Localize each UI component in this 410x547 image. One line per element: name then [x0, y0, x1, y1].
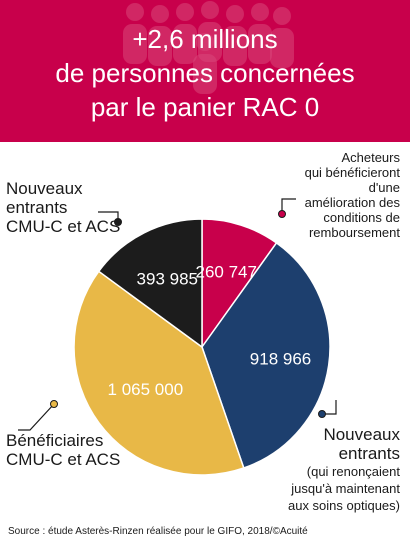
label-nouveaux-entrants-line: entrants [338, 444, 400, 463]
label-nouveaux-entrants-line: Nouveaux [323, 425, 400, 444]
leader-dot [114, 218, 122, 226]
label-nouveaux-entrants-sub-line: aux soins optiques) [287, 498, 400, 513]
slice-value-label: 260 747 [196, 262, 257, 281]
label-acheteurs-line: remboursement [308, 225, 400, 240]
slice-value-label: 1 065 000 [108, 380, 184, 399]
pie-chart: 260 747 918 966 1 065 000 393 985 [18, 198, 337, 476]
label-nouveaux-entrants-sub-line: (qui renonçaient [306, 464, 400, 479]
person-silhouette-icon [123, 3, 147, 64]
label-beneficiaires-line: CMU-C et ACS [6, 450, 121, 469]
leader-dot [278, 210, 286, 218]
label-beneficiaires: Bénéficiaires CMU-C et ACS [6, 431, 120, 469]
person-silhouette-icon [270, 7, 294, 68]
title-line-1: +2,6 millions [132, 24, 278, 54]
label-acheteurs-line: conditions de [323, 210, 400, 225]
pie-slice [201, 218, 278, 350]
person-silhouette-icon [173, 3, 197, 64]
person-silhouette-icon [193, 33, 217, 94]
pie-slice [97, 218, 203, 349]
title-line-3: par le panier RAC 0 [90, 92, 320, 122]
label-acheteurs-line: Acheteurs [341, 150, 400, 165]
label-acheteurs-line: d'une [368, 180, 400, 195]
slice-value-label: 393 985 [137, 269, 198, 288]
title-line-2: de personnes concernées [55, 58, 355, 88]
header-banner: +2,6 millions de personnes concernées pa… [0, 0, 410, 142]
label-acheteurs: Acheteurs qui bénéficieront d'une amélio… [305, 150, 400, 240]
label-nouveaux-entrants: Nouveaux entrants (qui renonçaient jusqu… [288, 425, 400, 514]
leader-dot [50, 400, 58, 408]
source-note: Source : étude Asterès-Rinzen réalisée p… [8, 526, 308, 537]
leader-line [281, 198, 296, 214]
slice-value-label: 918 966 [250, 349, 311, 368]
label-nouveaux-cmu-line: CMU-C et ACS [6, 217, 121, 236]
label-acheteurs-line: amélioration des [304, 195, 400, 210]
label-nouveaux-cmu-line: Nouveaux [6, 179, 83, 198]
leader-line [18, 403, 55, 431]
label-beneficiaires-line: Bénéficiaires [6, 431, 104, 450]
label-nouveaux-cmu: Nouveaux entrants CMU-C et ACS [6, 179, 120, 236]
label-acheteurs-line: qui bénéficieront [304, 165, 400, 180]
leader-dot [318, 410, 326, 418]
person-silhouette-icon [223, 5, 247, 66]
people-silhouettes-icon [123, 1, 294, 94]
label-nouveaux-entrants-sub-line: jusqu'à maintenant [291, 481, 400, 496]
label-nouveaux-cmu-line: entrants [6, 198, 68, 217]
pie-slice [201, 241, 331, 469]
person-silhouette-icon [248, 3, 272, 64]
pie-slice [73, 270, 245, 476]
leader-line [322, 400, 337, 415]
person-silhouette-icon [148, 5, 172, 66]
